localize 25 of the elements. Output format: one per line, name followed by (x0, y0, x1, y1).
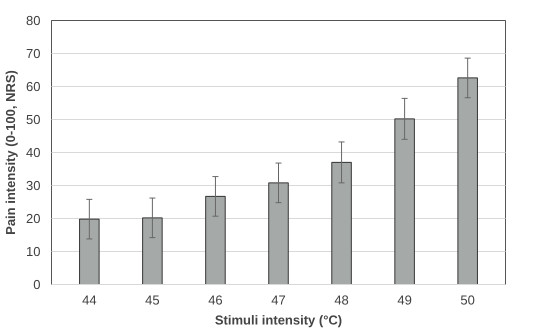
bar (331, 162, 352, 284)
x-tick-label: 46 (208, 292, 223, 308)
y-tick-label: 40 (26, 145, 41, 160)
y-tick-label: 30 (26, 178, 41, 193)
y-tick-label: 10 (26, 244, 41, 259)
y-tick-label: 70 (26, 46, 41, 61)
bar (142, 217, 163, 284)
y-tick-label: 0 (33, 277, 41, 292)
y-tick-label: 60 (26, 79, 41, 94)
x-tick-label: 49 (397, 292, 412, 308)
bar (268, 182, 289, 284)
bar (394, 118, 415, 284)
x-tick-label: 48 (334, 292, 349, 308)
x-tick-label: 45 (145, 292, 160, 308)
x-axis-title: Stimuli intensity (°C) (214, 312, 342, 328)
bar (79, 218, 100, 284)
y-tick-label: 50 (26, 112, 41, 127)
y-axis-title: Pain intensity (0-100, NRS) (3, 70, 18, 235)
x-tick-label: 50 (460, 292, 475, 308)
y-tick-label: 20 (26, 211, 41, 226)
y-tick-label: 80 (26, 13, 41, 28)
bar (205, 196, 226, 284)
bar (457, 77, 478, 284)
x-tick-label: 44 (82, 292, 97, 308)
x-tick-label: 47 (271, 292, 286, 308)
